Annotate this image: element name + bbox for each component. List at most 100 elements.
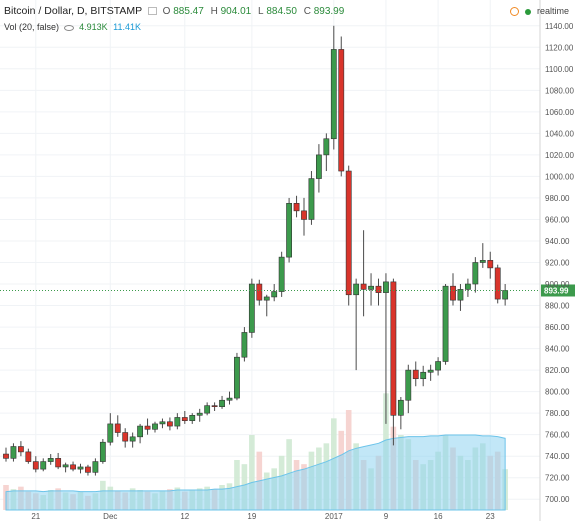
grid — [0, 0, 540, 510]
candle-body — [278, 256, 285, 292]
candle-body — [271, 291, 278, 298]
y-tick-label: 1060.00 — [545, 108, 574, 117]
eye-icon[interactable] — [63, 24, 74, 31]
last-price-label: 893.99 — [544, 286, 569, 295]
x-tick-label: Dec — [103, 512, 117, 521]
candle-body — [256, 283, 263, 301]
candle-body — [241, 332, 248, 358]
candle-body — [181, 417, 188, 421]
realtime-label: realtime — [536, 6, 569, 16]
y-tick-label: 840.00 — [545, 345, 570, 354]
candle-body — [263, 296, 270, 301]
candle-body — [487, 260, 494, 269]
y-tick-label: 1000.00 — [545, 172, 574, 181]
x-tick-label: 19 — [247, 512, 256, 521]
candle-body — [248, 283, 255, 333]
candle-body — [107, 423, 114, 443]
time-axis: 21 Dec 12 19 2017 9 16 23 — [31, 512, 495, 521]
y-tick-label: 980.00 — [545, 194, 570, 203]
candle-body — [159, 421, 166, 425]
candle-body — [338, 49, 345, 172]
realtime-indicator: realtime — [509, 6, 569, 17]
volume-bar — [249, 435, 255, 510]
y-tick-label: 1040.00 — [545, 129, 574, 138]
close-value: 893.99 — [313, 6, 345, 17]
candle-body — [234, 356, 240, 399]
x-tick-label: 23 — [486, 512, 495, 521]
candle-body — [383, 281, 389, 293]
candle-body — [211, 405, 218, 407]
candle-body — [301, 210, 307, 220]
y-tick-label: 940.00 — [545, 237, 570, 246]
price-axis: 700.00 720.00 740.00 760.00 780.00 800.00 820.… — [539, 0, 574, 521]
candle-body — [435, 361, 441, 371]
candle-body — [353, 283, 360, 296]
candle-body — [114, 423, 121, 433]
y-tick-label: 800.00 — [545, 388, 570, 397]
volume-label: Vol (20, false) — [4, 22, 60, 32]
last-price-line: 893.99 — [0, 284, 575, 297]
candle-body — [55, 458, 62, 468]
open-value: 885.47 — [173, 6, 204, 17]
open-label: O — [162, 6, 171, 17]
candle-body — [129, 436, 136, 442]
candle-body — [92, 461, 99, 473]
candle-body — [32, 461, 39, 470]
low-value: 884.50 — [266, 6, 297, 17]
candle-body — [286, 203, 292, 258]
volume-ma-value: 11.41K — [113, 22, 141, 32]
candle-body — [330, 49, 337, 140]
high-value: 904.01 — [220, 6, 252, 17]
y-tick-label: 700.00 — [545, 495, 570, 504]
candle-body — [122, 432, 129, 442]
candle-body — [479, 260, 486, 263]
y-tick-label: 860.00 — [545, 323, 570, 332]
y-tick-label: 960.00 — [545, 215, 570, 224]
volume-ma-area — [5, 434, 506, 511]
candle-body — [450, 285, 456, 301]
x-tick-label: 9 — [384, 512, 389, 521]
chart-header: Bitcoin / Dollar, D, BITSTAMP O 885.47 H… — [4, 5, 348, 25]
candle-body — [457, 289, 464, 301]
candle-body — [442, 285, 449, 362]
candle-body — [412, 369, 419, 380]
symbol-title: Bitcoin / Dollar, D, BITSTAMP — [4, 5, 143, 17]
x-tick-label: 12 — [180, 512, 189, 521]
realtime-dot-icon — [525, 8, 532, 15]
symbol-options-icon[interactable] — [147, 7, 157, 16]
y-tick-label: 1100.00 — [545, 65, 574, 74]
last-price-badge — [541, 284, 575, 297]
candle-body — [494, 267, 501, 300]
candle-body — [70, 464, 76, 470]
candle-body — [196, 412, 203, 416]
candle-body — [99, 441, 106, 462]
y-tick-label: 1140.00 — [545, 22, 574, 31]
candle-body — [10, 446, 17, 459]
candle-body — [77, 466, 84, 470]
y-tick-label: 720.00 — [545, 474, 570, 483]
volume-bar — [234, 460, 240, 510]
candle-body — [144, 425, 151, 430]
candle-body — [219, 399, 225, 407]
candle-body — [375, 285, 382, 293]
y-tick-label: 920.00 — [545, 259, 570, 268]
y-tick-label: 1080.00 — [545, 86, 574, 95]
candle-body — [167, 421, 173, 427]
candle-body — [174, 417, 181, 427]
candle-body — [315, 154, 322, 179]
x-tick-label: 16 — [434, 512, 443, 521]
candle-body — [152, 423, 158, 430]
candle-body — [137, 425, 143, 438]
candle-body — [85, 466, 91, 473]
candle-body — [189, 415, 196, 421]
candles — [3, 25, 509, 476]
clock-icon[interactable] — [509, 7, 519, 17]
candle-body — [502, 290, 509, 300]
candle-body — [47, 458, 54, 462]
candle-body — [308, 178, 315, 220]
candle-body — [345, 170, 352, 296]
y-tick-label: 1020.00 — [545, 151, 574, 160]
candle-body — [420, 371, 427, 380]
y-tick-label: 880.00 — [545, 302, 570, 311]
volume-ma-path — [5, 434, 506, 511]
